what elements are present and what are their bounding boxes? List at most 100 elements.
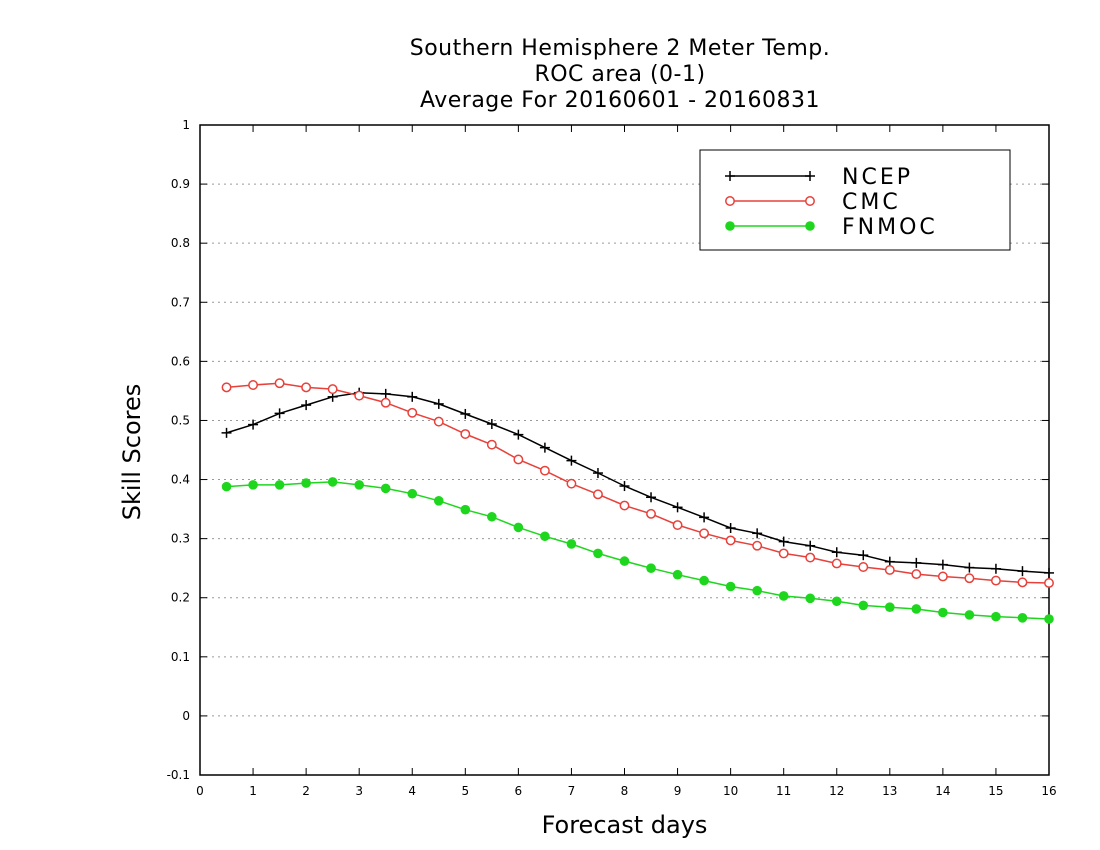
y-tick-label: 0.5 xyxy=(171,413,190,427)
data-point-marker xyxy=(486,439,497,450)
data-point-marker xyxy=(248,380,259,390)
data-point-marker xyxy=(805,593,816,604)
data-point-marker xyxy=(964,573,975,584)
data-point-marker xyxy=(460,504,471,515)
data-point-marker xyxy=(831,596,842,607)
data-point-marker xyxy=(1044,578,1054,588)
data-point-marker xyxy=(274,480,285,490)
chart-title-line-1: Southern Hemisphere 2 Meter Temp. xyxy=(409,36,831,61)
data-point-marker xyxy=(380,483,391,494)
x-tick-label: 8 xyxy=(621,784,629,798)
data-point-marker xyxy=(725,535,736,546)
data-point-marker xyxy=(699,575,709,586)
data-point-marker xyxy=(301,478,311,488)
data-point-marker xyxy=(433,496,444,506)
legend-box xyxy=(699,149,1011,251)
x-axis-title: Forecast days xyxy=(542,811,708,839)
y-tick-label: 0.6 xyxy=(171,354,190,368)
data-point-marker xyxy=(646,508,656,519)
data-point-marker xyxy=(407,407,418,418)
y-tick-label: 1 xyxy=(182,118,190,132)
x-tick-label: 2 xyxy=(302,784,310,798)
data-point-marker xyxy=(619,556,630,566)
data-point-marker xyxy=(672,569,683,580)
data-point-marker xyxy=(884,565,895,575)
data-point-marker xyxy=(566,478,577,489)
data-point-marker xyxy=(938,607,948,618)
y-tick-label: -0.1 xyxy=(167,768,190,782)
data-point-marker xyxy=(911,569,922,580)
y-tick-label: 0.9 xyxy=(171,177,190,191)
data-point-marker xyxy=(964,610,975,620)
data-point-marker xyxy=(540,531,550,542)
data-point-marker xyxy=(354,390,365,401)
data-point-marker xyxy=(513,454,524,465)
data-point-marker xyxy=(354,480,364,490)
series-layer xyxy=(221,378,1054,624)
data-point-marker xyxy=(778,548,789,559)
data-point-marker xyxy=(301,382,312,393)
legend-label: NCEP xyxy=(842,165,913,190)
data-point-marker xyxy=(619,500,630,511)
data-point-marker xyxy=(566,539,577,549)
data-point-marker xyxy=(991,611,1001,622)
grid-lines xyxy=(200,183,1049,717)
x-tick-label: 13 xyxy=(882,784,897,798)
x-tick-label: 15 xyxy=(988,784,1003,798)
data-point-marker xyxy=(885,602,895,612)
data-point-marker xyxy=(725,581,736,592)
data-point-marker xyxy=(752,540,763,551)
data-point-marker xyxy=(274,378,285,389)
data-point-marker xyxy=(831,558,842,569)
data-point-marker xyxy=(327,384,338,395)
y-tick-label: 0.8 xyxy=(171,236,190,250)
x-tick-label: 5 xyxy=(461,784,469,798)
data-point-marker xyxy=(858,562,869,572)
x-tick-label: 14 xyxy=(935,784,950,798)
data-point-marker xyxy=(460,429,471,439)
x-tick-label: 9 xyxy=(674,784,682,798)
y-tick-label: 0.7 xyxy=(171,295,190,309)
x-tick-label: 7 xyxy=(568,784,576,798)
y-tick-label: 0.2 xyxy=(171,591,190,605)
axis-ticks: -0.100.10.20.30.40.50.60.70.80.910 1 2 3 4 5 6… xyxy=(167,118,1057,798)
data-point-marker xyxy=(699,528,710,539)
y-tick-label: 0.3 xyxy=(171,532,190,546)
data-point-marker xyxy=(911,604,922,614)
series-line xyxy=(226,481,1050,620)
legend-item-fnmoc: FNMOC xyxy=(725,215,938,240)
data-point-marker xyxy=(487,511,497,522)
x-tick-label: 3 xyxy=(355,784,363,798)
y-axis-title: Skill Scores xyxy=(118,384,146,521)
data-point-marker xyxy=(752,585,762,596)
x-tick-label: 11 xyxy=(776,784,791,798)
data-point-marker xyxy=(672,520,683,530)
data-point-marker xyxy=(380,397,391,408)
data-point-marker xyxy=(990,575,1001,586)
data-point-marker xyxy=(433,416,444,427)
data-point-marker xyxy=(221,481,232,492)
series-cmc xyxy=(221,378,1054,588)
data-point-marker xyxy=(1017,577,1028,588)
x-tick-label: 4 xyxy=(408,784,416,798)
data-point-marker xyxy=(407,488,418,499)
y-tick-label: 0.4 xyxy=(171,473,190,487)
chart-title-line-2: ROC area (0-1) xyxy=(534,62,706,87)
data-point-marker xyxy=(221,382,232,393)
y-tick-label: 0 xyxy=(182,709,190,723)
x-tick-label: 1 xyxy=(249,784,257,798)
data-point-marker xyxy=(805,552,816,563)
series-fnmoc xyxy=(221,477,1054,624)
legend-item-cmc: CMC xyxy=(725,190,898,215)
y-tick-label: 0.1 xyxy=(171,650,190,664)
x-tick-label: 10 xyxy=(723,784,738,798)
data-point-marker xyxy=(539,465,550,476)
data-point-marker xyxy=(805,221,815,231)
data-point-marker xyxy=(593,548,603,559)
data-point-marker xyxy=(1044,614,1054,624)
data-point-marker xyxy=(593,489,603,500)
legend-label: FNMOC xyxy=(842,215,938,240)
data-point-marker xyxy=(1017,613,1028,623)
